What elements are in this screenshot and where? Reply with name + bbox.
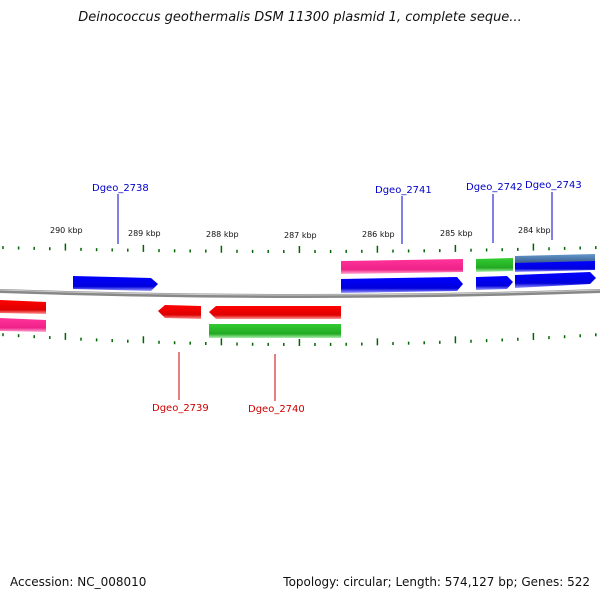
gene-bar-magenta-left[interactable] — [0, 318, 46, 332]
gene-arrow-dgeo-2740[interactable] — [209, 306, 341, 319]
scale-label-287: 287 kbp — [284, 231, 317, 240]
gene-label-dgeo-2742[interactable]: Dgeo_2742 — [466, 182, 523, 193]
scale-label-290: 290 kbp — [50, 226, 83, 235]
scale-label-284: 284 kbp — [518, 226, 551, 235]
reverse-strand-genes — [0, 300, 341, 338]
scale-label-289: 289 kbp — [128, 229, 161, 238]
gene-label-dgeo-2741[interactable]: Dgeo_2741 — [375, 185, 432, 196]
forward-strand-genes — [73, 254, 596, 293]
gene-labels: Dgeo_2738 Dgeo_2741 Dgeo_2742 Dgeo_2743 … — [92, 180, 582, 415]
gene-arrow-dgeo-2741[interactable] — [341, 277, 463, 293]
gene-label-dgeo-2740[interactable]: Dgeo_2740 — [248, 404, 305, 415]
scale-label-288: 288 kbp — [206, 230, 239, 239]
gene-label-dgeo-2738[interactable]: Dgeo_2738 — [92, 183, 149, 194]
scale-label-285: 285 kbp — [440, 229, 473, 238]
gene-bar-dgeo-2743[interactable] — [515, 261, 595, 272]
scale-labels: 290 kbp 289 kbp 288 kbp 287 kbp 286 kbp … — [50, 226, 551, 240]
map-title: Deinococcus geothermalis DSM 11300 plasm… — [78, 10, 522, 25]
gene-label-dgeo-2743[interactable]: Dgeo_2743 — [525, 180, 582, 191]
plasmid-backbone — [0, 289, 600, 298]
gene-leader-lines — [117, 192, 553, 401]
gene-arrow-dgeo-2738[interactable] — [73, 276, 158, 291]
topology-info: Topology: circular; Length: 574,127 bp; … — [283, 575, 590, 589]
gene-bar-green-lower[interactable] — [209, 324, 341, 338]
scale-ticks-top — [2, 243, 597, 253]
gene-bar-green-upper[interactable] — [476, 258, 513, 272]
scale-label-286: 286 kbp — [362, 230, 395, 239]
gene-bar-red-left[interactable] — [0, 300, 46, 314]
gene-arrow-blue-lower[interactable] — [515, 272, 596, 288]
accession-info: Accession: NC_008010 — [10, 575, 147, 589]
gene-label-dgeo-2739[interactable]: Dgeo_2739 — [152, 403, 209, 414]
gene-arrow-dgeo-2739[interactable] — [158, 305, 201, 319]
gene-arrow-dgeo-2742[interactable] — [476, 276, 513, 290]
scale-ticks-bottom — [2, 332, 597, 346]
gene-bar-magenta-upper[interactable] — [341, 259, 463, 274]
